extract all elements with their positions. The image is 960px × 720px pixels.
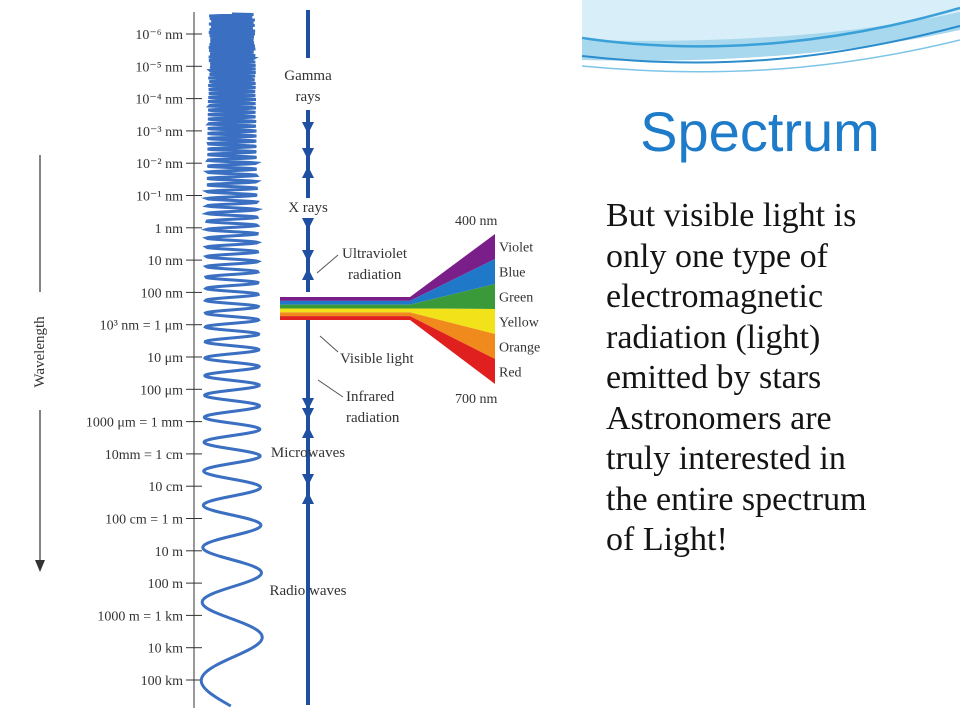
visible-band: [280, 316, 495, 384]
arrow-up-icon: [302, 426, 314, 438]
tick-label: 10 μm: [147, 351, 183, 366]
tick-label: 1000 μm = 1 mm: [86, 416, 183, 431]
tick-label: 10⁻² nm: [136, 157, 183, 172]
region-gamma-line-2: rays: [296, 89, 321, 105]
tick-label: 10⁻³ nm: [136, 125, 183, 140]
arrow-down-icon: [302, 398, 314, 410]
band-label: Green: [499, 291, 533, 306]
arrow-up-icon: [302, 166, 314, 178]
band-label: Blue: [499, 266, 525, 281]
body-line: the entire spectrum: [606, 480, 867, 518]
tick-label: 100 m: [148, 577, 184, 592]
region-labels: Gamma rays X rays Ultraviolet radiation …: [269, 68, 414, 599]
swoosh-line-2: [581, 25, 960, 64]
region-uv-line-1: Ultraviolet: [342, 246, 408, 262]
tick-marks: 10⁻⁶ nm 10⁻⁵ nm 10⁻⁴ nm 10⁻³ nm 10⁻² nm 10⁻¹ …: [86, 28, 202, 689]
region-microwaves: Microwaves: [271, 445, 345, 461]
ir-pointer: [317, 379, 344, 398]
axis-arrow-down-icon: [35, 560, 45, 572]
visible-top-label: 400 nm: [455, 214, 498, 229]
tick-label: 10³ nm = 1 μm: [100, 319, 183, 334]
visible-band: [280, 259, 495, 305]
body-line: emitted by stars: [606, 359, 822, 396]
tick-label: 10⁻⁶ nm: [135, 28, 183, 43]
tick-label: 10 m: [155, 545, 184, 560]
arrow-down-icon: [302, 148, 314, 160]
label-pointers: [316, 254, 344, 398]
arrow-down-icon: [302, 218, 314, 230]
visible-band: [280, 284, 495, 309]
region-uv-line-2: radiation: [348, 267, 402, 283]
tick-label: 10 nm: [148, 254, 184, 269]
arrow-down-icon: [302, 122, 314, 134]
visible-pointer: [319, 335, 339, 353]
tick-label: 1 nm: [155, 222, 184, 237]
tick-label: 10mm = 1 cm: [105, 448, 183, 463]
header-swoosh-decoration: [581, 0, 960, 73]
body-line: truly interested in: [606, 440, 846, 477]
region-gamma-line-1: Gamma: [284, 68, 332, 84]
tick-label: 10⁻⁴ nm: [135, 93, 183, 108]
tick-label: 10⁻¹ nm: [136, 190, 183, 205]
axis-label: Wavelength: [32, 316, 48, 388]
band-label: Yellow: [499, 316, 540, 331]
em-wave-curve: [199, 12, 264, 708]
region-ir-line-1: Infrared: [346, 389, 395, 405]
region-radio: Radio waves: [269, 583, 346, 599]
visible-band: [280, 312, 495, 359]
arrow-down-icon: [302, 408, 314, 420]
band-labels: Violet Blue Green Yellow Orange Red: [499, 241, 540, 381]
wavelength-axis: Wavelength: [32, 155, 48, 572]
body-line: radiation (light): [606, 318, 821, 356]
body-line: only one type of: [606, 237, 828, 275]
region-visible: Visible light: [340, 351, 415, 367]
visible-bottom-label: 700 nm: [455, 392, 498, 407]
slide-body-text: But visible light is only one type of el…: [606, 196, 956, 561]
uv-pointer: [316, 254, 339, 274]
region-ir-line-2: radiation: [346, 410, 400, 426]
swoosh-line-1: [581, 6, 960, 48]
visible-band: [280, 234, 495, 301]
arrow-up-icon: [302, 268, 314, 280]
arrow-down-icon: [302, 250, 314, 262]
arrow-up-icon: [302, 492, 314, 504]
tick-label: 10⁻⁵ nm: [135, 60, 183, 75]
tick-label: 10 km: [148, 642, 184, 657]
band-label: Orange: [499, 341, 540, 356]
spectrum-arrow: [302, 10, 314, 705]
band-label: Red: [499, 366, 522, 381]
visible-band: [280, 308, 495, 334]
tick-label: 100 km: [141, 674, 184, 689]
arrow-down-icon: [302, 474, 314, 486]
tick-label: 100 cm = 1 m: [105, 513, 183, 528]
visible-spectrum-fan: [280, 234, 495, 384]
tick-label: 100 μm: [140, 383, 183, 398]
swoosh-line-3: [581, 39, 960, 73]
slide-title: Spectrum: [640, 100, 880, 163]
body-line: But visible light is: [606, 197, 857, 234]
body-line: Astronomers are: [606, 399, 832, 437]
tick-label: 10 cm: [148, 480, 183, 495]
band-label: Violet: [499, 241, 533, 256]
swoosh-fill-pale: [582, 0, 960, 41]
tick-label: 100 nm: [141, 286, 184, 301]
body-line: electromagnetic: [606, 278, 824, 315]
region-xrays: X rays: [288, 200, 328, 216]
body-line: of Light!: [606, 521, 728, 558]
tick-label: 1000 m = 1 km: [97, 609, 183, 624]
